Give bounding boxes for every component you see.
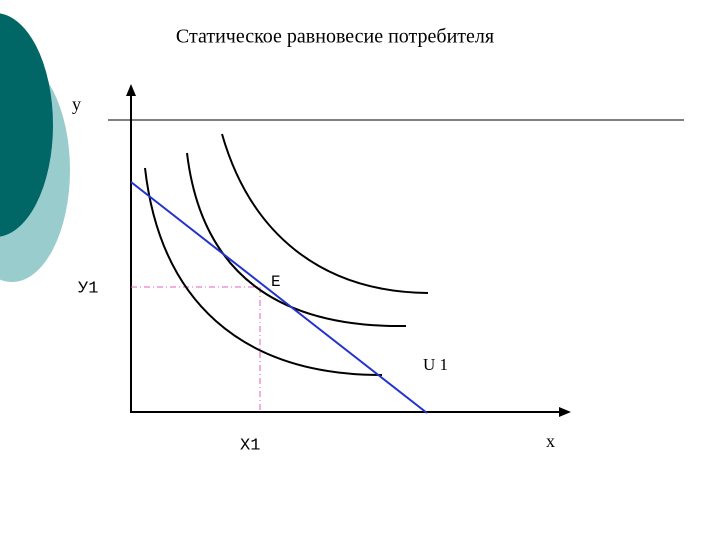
title: Статическое равновесие потребителя <box>176 26 494 48</box>
x1-label: X1 <box>240 436 260 455</box>
y1-label: У1 <box>78 279 98 298</box>
indifference-curve-3 <box>221 133 429 294</box>
curve-label: U 1 <box>423 355 448 374</box>
y-arrow <box>126 84 136 96</box>
x-axis-label: x <box>546 431 555 451</box>
equilibrium-label: Е <box>271 273 281 291</box>
y-axis-label: у <box>72 94 81 114</box>
indifference-curve-1 <box>144 167 383 376</box>
indifference-curve-2 <box>186 152 407 328</box>
x-arrow <box>559 407 571 417</box>
budget-line <box>130 181 428 414</box>
decor-circle-dark <box>0 13 53 237</box>
